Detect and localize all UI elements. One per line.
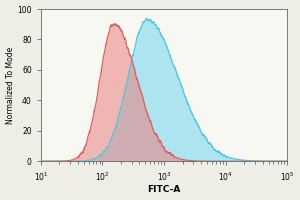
Y-axis label: Normalized To Mode: Normalized To Mode [6,47,15,124]
X-axis label: FITC-A: FITC-A [147,185,181,194]
